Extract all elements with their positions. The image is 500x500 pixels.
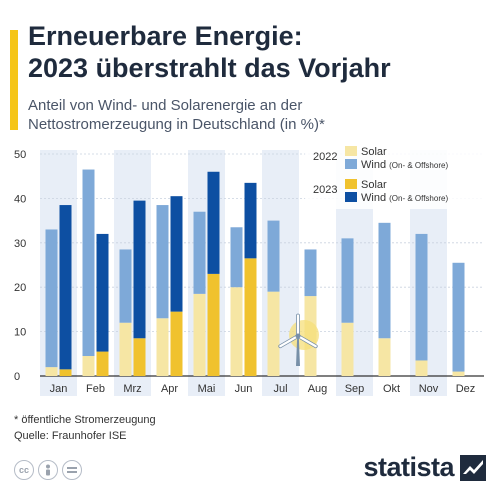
legend-label-solar-2022: Solar (361, 146, 387, 158)
footnote-source: Quelle: Fraunhofer ISE (14, 430, 127, 442)
legend-wind-2023-text: Wind (361, 192, 386, 204)
title-line-2: 2023 überstrahlt das Vorjahr (28, 53, 391, 83)
legend-year-2023: 2023 (313, 184, 337, 196)
bar-wind-2022 (230, 227, 243, 288)
bar-solar-2022 (193, 293, 206, 376)
legend-label-wind-2022: Wind (On- & Offshore) (361, 159, 448, 171)
bar-wind-2022 (304, 249, 317, 297)
brand-name: statista (363, 452, 454, 482)
subtitle: Anteil von Wind- und Solarenergie an der… (28, 96, 488, 134)
y-tick-label: 20 (14, 282, 26, 294)
legend-label-solar-2023: Solar (361, 179, 387, 191)
bar-chart: 0 10 20 30 40 50 Jan Feb Mrz Apr Mai Jun Jul Aug Sep O… (14, 143, 495, 396)
x-tick-label: Feb (86, 383, 105, 395)
x-tick-label: Mrz (123, 383, 141, 395)
bar-wind-2022 (156, 205, 169, 319)
bar-solar-2022 (267, 291, 280, 376)
bar-solar-2022 (378, 338, 391, 376)
bar-wind-2022 (341, 238, 354, 323)
legend-wind-2022-note: (On- & Offshore) (389, 161, 448, 170)
legend-year-2022: 2022 (313, 151, 337, 163)
brand-logo[interactable]: statista (363, 452, 486, 483)
x-tick-label: Okt (383, 383, 400, 395)
equals-icon[interactable] (62, 460, 82, 480)
license-icons: cc (14, 460, 82, 480)
bar-solar-2022 (415, 360, 428, 376)
bar-wind-2023 (244, 182, 257, 259)
x-tick-label: Jun (235, 383, 253, 395)
bar-wind-2023 (207, 171, 220, 274)
bar-wind-2022 (193, 211, 206, 294)
bar-wind-2022 (45, 229, 58, 368)
legend-swatch-solar-2023 (345, 179, 357, 189)
footnote-note: * öffentliche Stromerzeugung (14, 414, 156, 426)
bar-solar-2022 (452, 371, 465, 376)
legend-wind-2023-note: (On- & Offshore) (389, 194, 448, 203)
legend-swatch-wind-2022 (345, 159, 357, 169)
title-line-1: Erneuerbare Energie: (28, 21, 303, 51)
bar-solar-2023 (170, 311, 183, 376)
y-tick-label: 30 (14, 238, 26, 250)
bar-solar-2022 (82, 356, 95, 376)
bar-wind-2023 (59, 205, 72, 370)
x-tick-label: Mai (198, 383, 216, 395)
bar-solar-2023 (133, 338, 146, 376)
bar-wind-2022 (415, 233, 428, 361)
bar-solar-2022 (341, 322, 354, 376)
bar-solar-2022 (119, 322, 132, 376)
accent-bar (10, 30, 18, 130)
bar-wind-2022 (267, 220, 280, 292)
legend-label-wind-2023: Wind (On- & Offshore) (361, 192, 448, 204)
statista-logo-icon (460, 454, 486, 481)
person-icon[interactable] (38, 460, 58, 480)
page-title: Erneuerbare Energie: 2023 überstrahlt da… (28, 20, 488, 84)
x-tick-label: Aug (308, 383, 328, 395)
wind-turbine-sun-icon (278, 313, 319, 366)
x-tick-label: Jul (273, 383, 287, 395)
bar-wind-2022 (378, 222, 391, 339)
legend: 2022 Solar Wind (On- & Offshore) 2023 So… (305, 143, 495, 209)
bar-solar-2023 (207, 273, 220, 376)
legend-swatch-wind-2023 (345, 192, 357, 202)
bar-wind-2023 (133, 200, 146, 339)
legend-wind-2022-text: Wind (361, 159, 386, 171)
x-tick-label: Jan (50, 383, 68, 395)
bar-solar-2023 (244, 258, 257, 376)
subtitle-line-2: Nettostromerzeugung in Deutschland (in %… (28, 116, 325, 133)
x-tick-label: Nov (419, 383, 439, 395)
chart-area: 0 10 20 30 40 50 Jan Feb Mrz Apr Mai Jun Jul Aug Sep O… (0, 140, 500, 400)
x-tick-label: Sep (345, 383, 365, 395)
x-tick-label: Dez (456, 383, 476, 395)
bar-solar-2023 (96, 351, 109, 376)
bar-solar-2022 (230, 287, 243, 376)
legend-swatch-solar-2022 (345, 146, 357, 156)
bar-wind-2022 (119, 249, 132, 323)
bar-wind-2023 (170, 196, 183, 312)
bar-wind-2022 (452, 262, 465, 372)
bar-solar-2023 (59, 369, 72, 376)
footnote: * öffentliche Stromerzeugung Quelle: Fra… (14, 412, 156, 444)
bar-wind-2023 (96, 233, 109, 352)
y-tick-label: 10 (14, 327, 26, 339)
subtitle-line-1: Anteil von Wind- und Solarenergie an der (28, 97, 303, 114)
bar-solar-2022 (156, 318, 169, 376)
y-tick-label: 40 (14, 193, 26, 205)
cc-icon[interactable]: cc (14, 460, 34, 480)
y-tick-label: 50 (14, 149, 26, 161)
x-tick-label: Apr (161, 383, 178, 395)
y-tick-label: 0 (14, 371, 20, 383)
bar-wind-2022 (82, 169, 95, 357)
bar-solar-2022 (45, 367, 58, 376)
